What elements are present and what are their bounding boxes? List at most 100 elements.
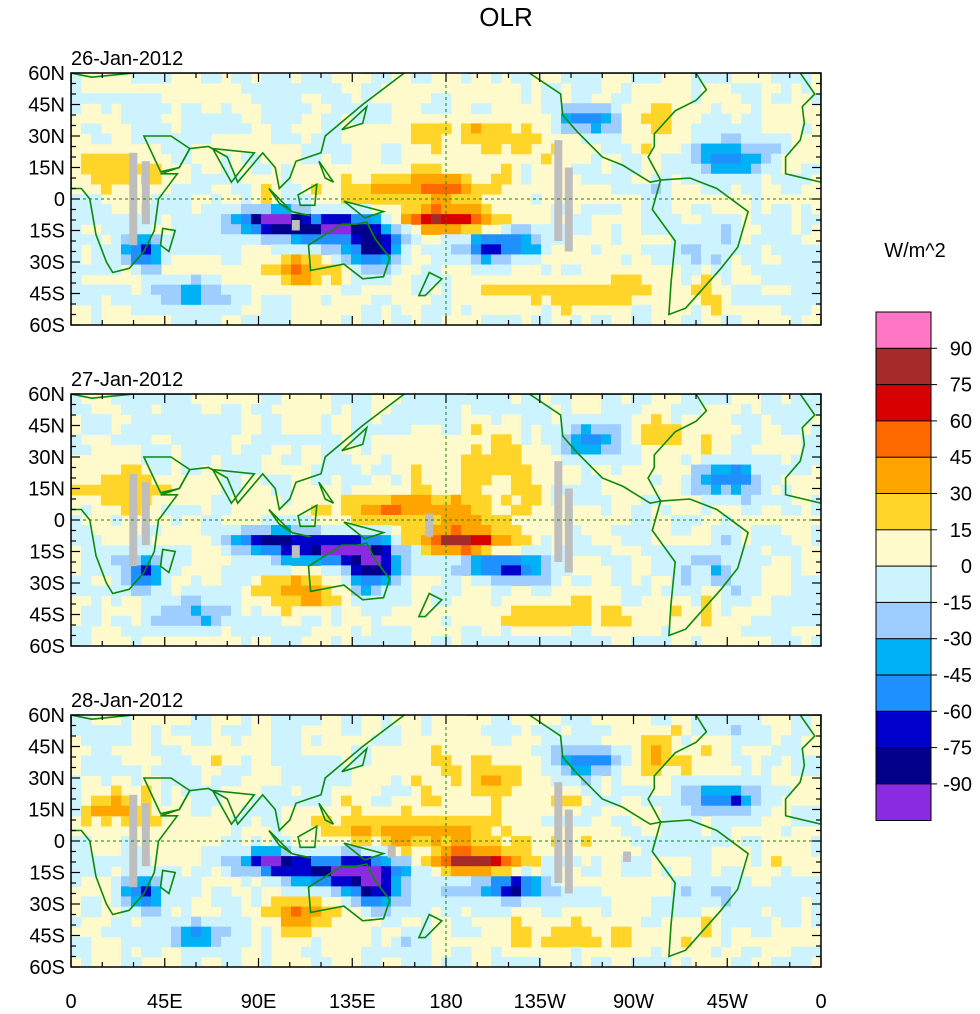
field-cell xyxy=(731,815,742,827)
field-cell xyxy=(791,304,802,316)
field-cell xyxy=(711,785,722,797)
y-tick-label: 30N xyxy=(28,447,65,469)
field-cell xyxy=(241,866,252,877)
field-cell xyxy=(511,234,522,245)
arabia-outline xyxy=(142,777,191,815)
field-cell xyxy=(321,244,332,256)
field-cell xyxy=(281,314,292,325)
field-cell xyxy=(71,916,82,928)
field-cell xyxy=(601,765,612,777)
field-cell xyxy=(791,555,802,566)
field-cell xyxy=(211,856,222,867)
field-cell xyxy=(441,876,452,887)
field-cell xyxy=(771,224,782,235)
field-cell xyxy=(801,715,812,726)
field-cell xyxy=(541,745,552,756)
field-cell xyxy=(221,525,232,536)
field-cell xyxy=(731,545,742,556)
field-cell xyxy=(791,183,802,195)
field-cell xyxy=(251,83,262,94)
field-cell xyxy=(351,575,362,587)
field-cell xyxy=(581,866,592,877)
field-cell xyxy=(521,635,532,646)
field-cell xyxy=(221,123,232,135)
field-cell xyxy=(201,214,212,225)
field-cell xyxy=(201,866,212,877)
x-tick-label: 135W xyxy=(514,991,566,1013)
field-cell xyxy=(101,795,112,807)
field-cell xyxy=(701,926,712,938)
field-cell xyxy=(661,795,672,807)
field-cell xyxy=(721,936,732,948)
field-cell xyxy=(111,264,122,276)
missing-data-cell xyxy=(141,482,150,546)
field-cell xyxy=(91,234,102,245)
field-cell xyxy=(471,404,482,415)
field-cell xyxy=(181,434,192,445)
field-cell xyxy=(491,444,502,456)
field-cell xyxy=(551,123,562,135)
field-cell xyxy=(741,956,752,967)
field-cell xyxy=(761,805,772,817)
field-cell xyxy=(631,284,642,296)
field-cell xyxy=(201,805,212,817)
field-cell xyxy=(741,835,752,847)
field-cell xyxy=(301,785,312,797)
field-cell xyxy=(661,825,672,837)
field-cell xyxy=(191,735,202,746)
field-cell xyxy=(381,294,392,306)
field-cell xyxy=(661,434,672,445)
field-cell xyxy=(231,866,242,877)
field-cell xyxy=(691,595,702,607)
field-cell xyxy=(691,133,702,145)
field-cell xyxy=(161,926,172,938)
field-cell xyxy=(501,876,512,887)
field-cell xyxy=(431,755,442,766)
field-cell xyxy=(421,876,432,887)
field-cell xyxy=(271,725,282,736)
field-cell xyxy=(321,886,332,898)
field-cell xyxy=(151,264,162,276)
field-cell xyxy=(731,795,742,807)
field-cell xyxy=(591,153,602,165)
x-tick-label: 135E xyxy=(329,991,376,1013)
field-cell xyxy=(471,846,482,857)
field-cell xyxy=(461,133,472,145)
field-cell xyxy=(501,735,512,746)
field-cell xyxy=(781,635,792,646)
field-cell xyxy=(541,224,552,235)
field-cell xyxy=(181,755,192,766)
field-cell xyxy=(201,173,212,185)
field-cell xyxy=(751,284,762,296)
field-cell xyxy=(261,214,272,225)
india-outline xyxy=(211,147,256,184)
field-cell xyxy=(71,284,82,296)
field-cell xyxy=(771,163,782,175)
field-cell xyxy=(481,525,492,536)
field-cell xyxy=(221,535,232,546)
field-cell xyxy=(551,605,562,617)
field-cell xyxy=(171,565,182,577)
field-cell xyxy=(261,434,272,445)
field-cell xyxy=(601,404,612,415)
field-cell xyxy=(651,244,662,256)
field-cell xyxy=(721,545,732,556)
field-cell xyxy=(201,314,212,325)
field-cell xyxy=(291,434,302,445)
field-cell xyxy=(351,113,362,124)
missing-data-cell xyxy=(554,461,563,562)
field-cell xyxy=(681,394,692,405)
field-cell xyxy=(341,454,352,466)
field-cell xyxy=(431,585,442,597)
field-cell xyxy=(561,605,572,617)
field-cell xyxy=(161,625,172,637)
field-cell xyxy=(621,183,632,195)
field-cell xyxy=(791,725,802,736)
field-cell xyxy=(531,254,542,266)
field-cell xyxy=(151,735,162,746)
field-cell xyxy=(511,936,522,948)
field-cell xyxy=(501,956,512,967)
field-cell xyxy=(581,133,592,145)
field-cell xyxy=(131,936,142,948)
field-cell xyxy=(151,464,162,476)
